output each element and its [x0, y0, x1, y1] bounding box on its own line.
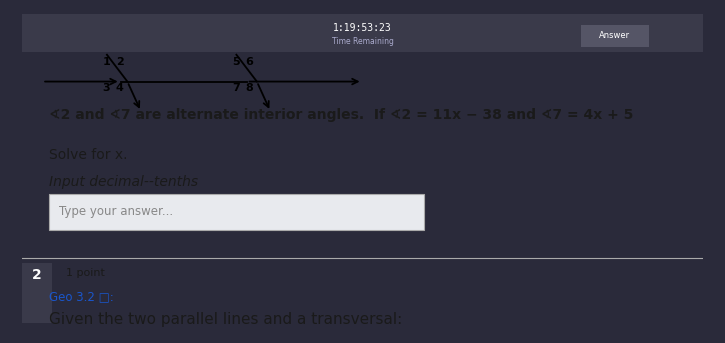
Text: 3: 3 — [103, 83, 110, 93]
Text: 2: 2 — [32, 268, 41, 282]
Text: 2: 2 — [116, 57, 123, 67]
FancyBboxPatch shape — [581, 25, 649, 47]
FancyBboxPatch shape — [22, 263, 52, 323]
Text: 8: 8 — [245, 83, 253, 93]
Text: Given the two parallel lines and a transversal:: Given the two parallel lines and a trans… — [49, 312, 402, 327]
FancyBboxPatch shape — [49, 193, 424, 230]
FancyBboxPatch shape — [22, 14, 703, 51]
Text: 1: 1 — [103, 57, 110, 67]
Text: 7: 7 — [232, 83, 240, 93]
Text: 5: 5 — [232, 57, 240, 67]
Text: ∢2 and ∢7 are alternate interior angles.  If ∢2 = 11x − 38 and ∢7 = 4x + 5: ∢2 and ∢7 are alternate interior angles.… — [49, 108, 634, 122]
Text: Answer: Answer — [599, 31, 630, 40]
Text: 4: 4 — [116, 83, 124, 93]
Text: 1 point: 1 point — [66, 268, 105, 278]
Text: 1:19:53:23: 1:19:53:23 — [333, 23, 392, 33]
Text: Solve for x.: Solve for x. — [49, 148, 128, 162]
Text: Input decimal--tenths: Input decimal--tenths — [49, 175, 198, 189]
Text: Type your answer...: Type your answer... — [59, 205, 173, 218]
Text: Geo 3.2 □:: Geo 3.2 □: — [49, 290, 114, 303]
Text: Time Remaining: Time Remaining — [331, 37, 394, 46]
Text: 6: 6 — [245, 57, 253, 67]
